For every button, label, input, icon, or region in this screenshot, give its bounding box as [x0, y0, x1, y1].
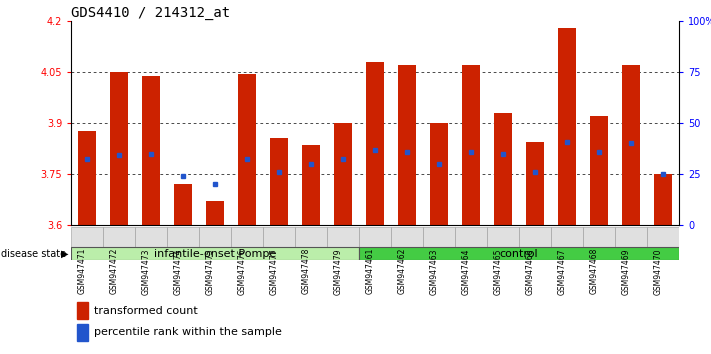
- Bar: [302, 145, 320, 225]
- Text: GSM947478: GSM947478: [302, 248, 311, 295]
- Text: GSM947463: GSM947463: [430, 248, 439, 295]
- Bar: [558, 28, 576, 225]
- Bar: [167, 227, 199, 247]
- Bar: [519, 227, 551, 247]
- Bar: [295, 227, 327, 247]
- Bar: [270, 138, 288, 225]
- Bar: [174, 184, 192, 225]
- Text: GSM947468: GSM947468: [590, 248, 599, 295]
- Bar: [110, 72, 128, 225]
- Text: GDS4410 / 214312_at: GDS4410 / 214312_at: [71, 6, 230, 20]
- Bar: [263, 227, 295, 247]
- Bar: [615, 227, 647, 247]
- Bar: [77, 324, 88, 341]
- Text: GSM947472: GSM947472: [110, 248, 119, 295]
- Bar: [366, 62, 384, 225]
- Bar: [71, 247, 359, 260]
- Text: GSM947465: GSM947465: [494, 248, 503, 295]
- Bar: [135, 227, 167, 247]
- Bar: [71, 227, 103, 247]
- Text: GSM947477: GSM947477: [270, 248, 279, 295]
- Bar: [398, 65, 416, 225]
- Bar: [487, 227, 519, 247]
- Text: GSM947461: GSM947461: [366, 248, 375, 295]
- Text: GSM947467: GSM947467: [558, 248, 567, 295]
- Text: GSM947464: GSM947464: [462, 248, 471, 295]
- Bar: [77, 302, 88, 319]
- Text: control: control: [500, 249, 538, 259]
- Bar: [430, 123, 448, 225]
- Text: transformed count: transformed count: [94, 306, 198, 316]
- Bar: [359, 247, 679, 260]
- Bar: [334, 123, 352, 225]
- Text: GSM947475: GSM947475: [206, 248, 215, 295]
- Bar: [199, 227, 231, 247]
- Text: percentile rank within the sample: percentile rank within the sample: [94, 327, 282, 337]
- Bar: [590, 116, 608, 225]
- Bar: [238, 74, 256, 225]
- Text: GSM947471: GSM947471: [78, 248, 87, 295]
- Text: GSM947474: GSM947474: [174, 248, 183, 295]
- Text: GSM947473: GSM947473: [142, 248, 151, 295]
- Bar: [526, 142, 544, 225]
- Bar: [142, 75, 160, 225]
- Bar: [231, 227, 263, 247]
- Bar: [462, 65, 480, 225]
- Bar: [423, 227, 455, 247]
- Bar: [78, 131, 96, 225]
- Bar: [622, 65, 640, 225]
- Bar: [359, 227, 391, 247]
- Bar: [103, 227, 135, 247]
- Text: infantile-onset Pompe: infantile-onset Pompe: [154, 249, 276, 259]
- Text: GSM947469: GSM947469: [622, 248, 631, 295]
- Bar: [551, 227, 583, 247]
- Text: GSM947470: GSM947470: [654, 248, 663, 295]
- Text: GSM947462: GSM947462: [398, 248, 407, 295]
- Bar: [206, 201, 224, 225]
- Bar: [494, 113, 512, 225]
- Bar: [455, 227, 487, 247]
- Text: GSM947479: GSM947479: [334, 248, 343, 295]
- Text: GSM947466: GSM947466: [526, 248, 535, 295]
- Text: ▶: ▶: [60, 249, 68, 259]
- Bar: [391, 227, 423, 247]
- Bar: [654, 174, 672, 225]
- Bar: [647, 227, 679, 247]
- Text: disease state: disease state: [1, 249, 66, 259]
- Bar: [583, 227, 615, 247]
- Bar: [327, 227, 359, 247]
- Text: GSM947476: GSM947476: [238, 248, 247, 295]
